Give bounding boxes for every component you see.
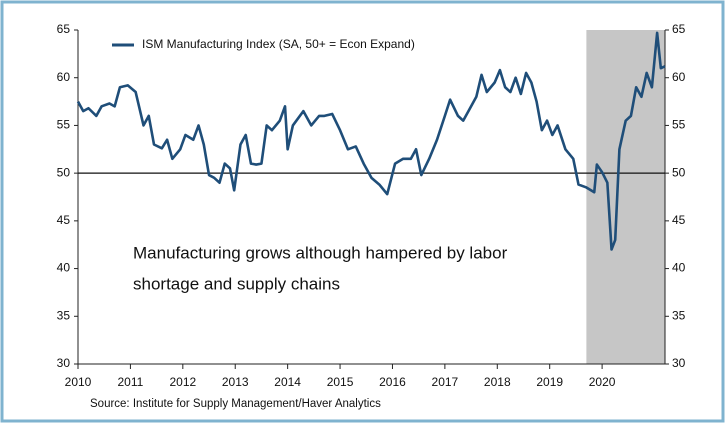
x-tick-label: 2015: [327, 375, 354, 389]
x-tick-label: 2011: [118, 375, 144, 389]
y2-tick-label: 40: [672, 261, 686, 275]
annotation: Manufacturing grows although hampered by…: [133, 243, 508, 262]
x-tick-label: 2014: [274, 375, 301, 389]
legend-label: ISM Manufacturing Index (SA, 50+ = Econ …: [142, 37, 415, 51]
y2-tick-label: 35: [672, 308, 686, 322]
text-layer: ISM Manufacturing Index (SA, 50+ = Econ …: [57, 22, 686, 410]
x-tick-label: 2013: [222, 375, 249, 389]
x-tick-label: 2016: [379, 375, 406, 389]
axis-layer: [74, 29, 669, 369]
y-tick-label: 30: [57, 356, 71, 370]
y2-tick-label: 45: [672, 213, 686, 227]
y2-tick-label: 55: [672, 118, 686, 132]
x-tick-label: 2012: [169, 375, 196, 389]
y-tick-label: 40: [57, 261, 71, 275]
y-tick-label: 60: [57, 70, 71, 84]
y2-tick-label: 30: [672, 356, 686, 370]
line-layer: [76, 31, 666, 251]
series-line: [76, 31, 666, 251]
x-tick-label: 2020: [589, 375, 616, 389]
y2-tick-label: 65: [672, 22, 686, 36]
y-tick-label: 55: [57, 118, 71, 132]
y-tick-label: 65: [57, 22, 71, 36]
y-tick-label: 35: [57, 308, 71, 322]
y2-tick-label: 60: [672, 70, 686, 84]
y2-tick-label: 50: [672, 165, 686, 179]
x-tick-label: 2017: [432, 375, 459, 389]
x-tick-label: 2018: [484, 375, 511, 389]
x-tick-label: 2010: [65, 375, 92, 389]
x-tick-label: 2019: [536, 375, 563, 389]
y-tick-label: 50: [57, 165, 71, 179]
annotation: shortage and supply chains: [133, 274, 340, 293]
y-tick-label: 45: [57, 213, 71, 227]
source-note: Source: Institute for Supply Management/…: [90, 398, 381, 410]
